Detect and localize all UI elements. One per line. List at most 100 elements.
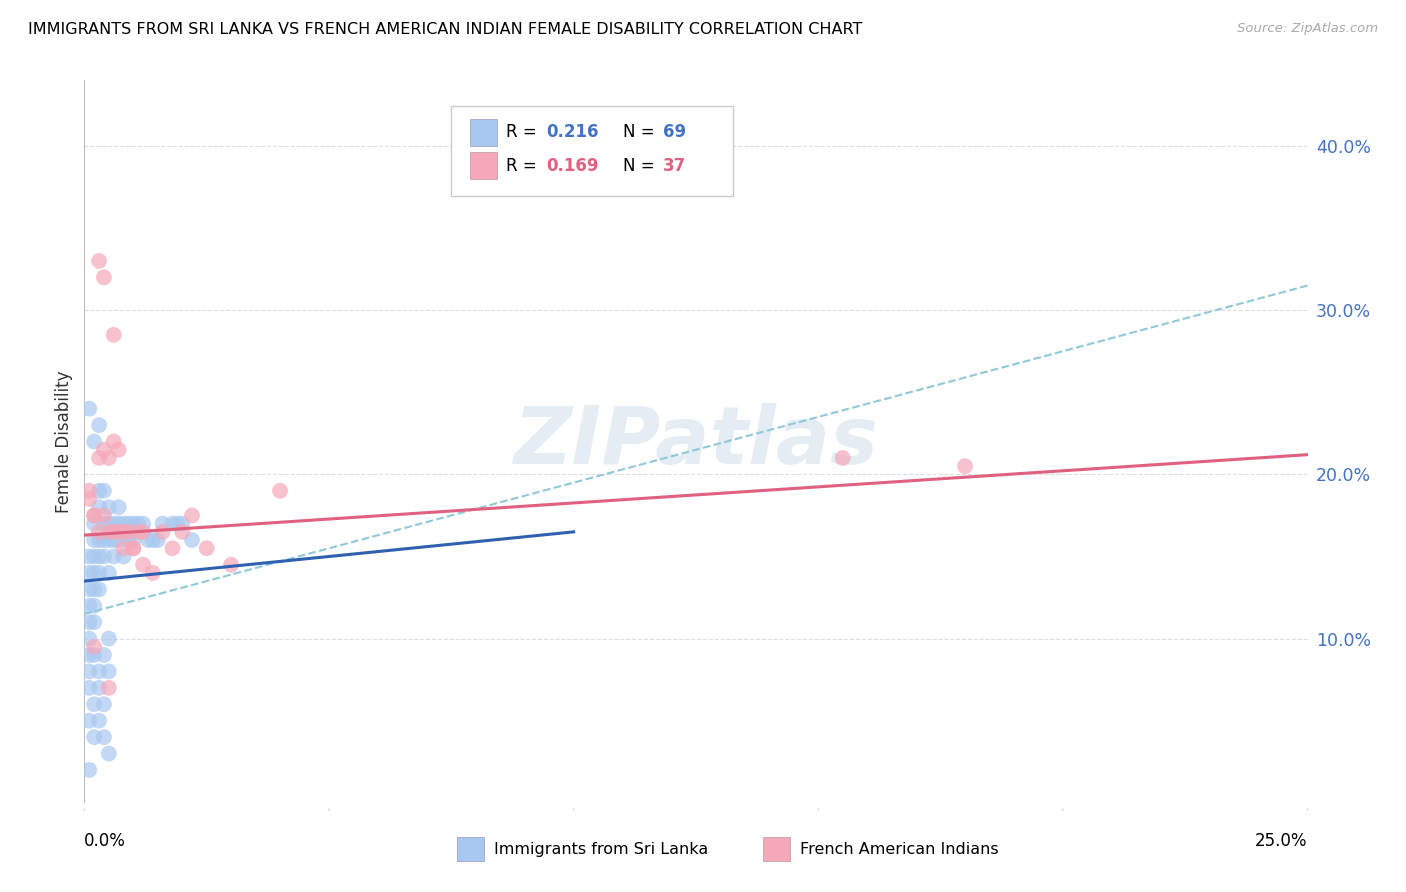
Point (181, 533, 204, 547)
Point (112, 524, 135, 539)
Point (97, 450, 120, 465)
Text: N =: N = (623, 156, 659, 175)
Point (83, 698, 105, 712)
Point (127, 516, 149, 531)
Point (83, 549, 105, 564)
Point (77, 483, 100, 498)
Point (162, 541, 184, 556)
Point (83, 566, 105, 580)
Point (83, 730, 105, 744)
Point (117, 516, 139, 531)
Point (172, 516, 194, 531)
Point (142, 533, 165, 547)
Point (87, 665, 110, 679)
Point (142, 566, 165, 580)
Point (152, 524, 174, 539)
Point (112, 549, 135, 564)
Point (132, 516, 155, 531)
Point (97, 516, 120, 531)
Point (831, 450, 853, 465)
Text: Source: ZipAtlas.com: Source: ZipAtlas.com (1237, 22, 1378, 36)
Point (132, 558, 155, 572)
Text: 0.169: 0.169 (547, 156, 599, 175)
Point (162, 516, 184, 531)
Point (146, 533, 169, 547)
Point (77, 648, 100, 662)
Point (103, 327, 125, 342)
Point (83, 599, 105, 613)
Point (122, 533, 145, 547)
Point (181, 508, 204, 523)
Text: IMMIGRANTS FROM SRI LANKA VS FRENCH AMERICAN INDIAN FEMALE DISABILITY CORRELATIO: IMMIGRANTS FROM SRI LANKA VS FRENCH AMER… (28, 22, 862, 37)
Point (87, 524, 110, 539)
Point (77, 599, 100, 613)
Point (87, 714, 110, 728)
Point (107, 524, 129, 539)
Point (112, 541, 135, 556)
Point (127, 524, 149, 539)
Text: 25.0%: 25.0% (1256, 831, 1308, 850)
Point (122, 541, 145, 556)
FancyBboxPatch shape (470, 119, 496, 146)
Point (117, 533, 139, 547)
Point (93, 442, 115, 457)
Point (87, 253, 110, 268)
Point (87, 483, 110, 498)
Point (77, 491, 100, 506)
Text: Immigrants from Sri Lanka: Immigrants from Sri Lanka (494, 842, 709, 857)
Point (77, 714, 100, 728)
Y-axis label: Female Disability: Female Disability (55, 370, 73, 513)
Point (83, 615, 105, 630)
Text: 37: 37 (664, 156, 686, 175)
Point (97, 632, 120, 646)
Text: 0.216: 0.216 (547, 123, 599, 141)
Point (93, 533, 115, 547)
Point (83, 516, 105, 531)
Point (83, 508, 105, 523)
Text: 69: 69 (664, 123, 686, 141)
Text: R =: R = (506, 123, 543, 141)
Point (97, 681, 120, 695)
Point (77, 549, 100, 564)
Point (83, 533, 105, 547)
Point (77, 632, 100, 646)
Text: ZIPatlas: ZIPatlas (513, 402, 879, 481)
Point (103, 524, 125, 539)
Point (93, 483, 115, 498)
Point (97, 500, 120, 515)
Point (77, 401, 100, 416)
Point (77, 615, 100, 630)
FancyBboxPatch shape (451, 105, 733, 196)
Point (77, 763, 100, 777)
Point (103, 549, 125, 564)
Point (97, 665, 120, 679)
Point (219, 558, 242, 572)
Point (83, 434, 105, 449)
Point (269, 483, 291, 498)
Point (112, 516, 135, 531)
Point (77, 582, 100, 597)
Point (87, 450, 110, 465)
Point (93, 549, 115, 564)
Point (87, 582, 110, 597)
Text: N =: N = (623, 123, 659, 141)
Point (87, 549, 110, 564)
Point (97, 747, 120, 761)
Point (83, 640, 105, 654)
Point (77, 681, 100, 695)
Point (172, 524, 194, 539)
Point (152, 516, 174, 531)
Point (77, 566, 100, 580)
Text: 0.0%: 0.0% (84, 831, 127, 850)
Text: R =: R = (506, 156, 543, 175)
Point (117, 524, 139, 539)
Point (132, 524, 155, 539)
Point (97, 533, 120, 547)
Point (97, 566, 120, 580)
Point (107, 516, 129, 531)
Point (87, 500, 110, 515)
Point (953, 459, 976, 474)
Point (83, 582, 105, 597)
Point (136, 533, 159, 547)
Point (77, 665, 100, 679)
